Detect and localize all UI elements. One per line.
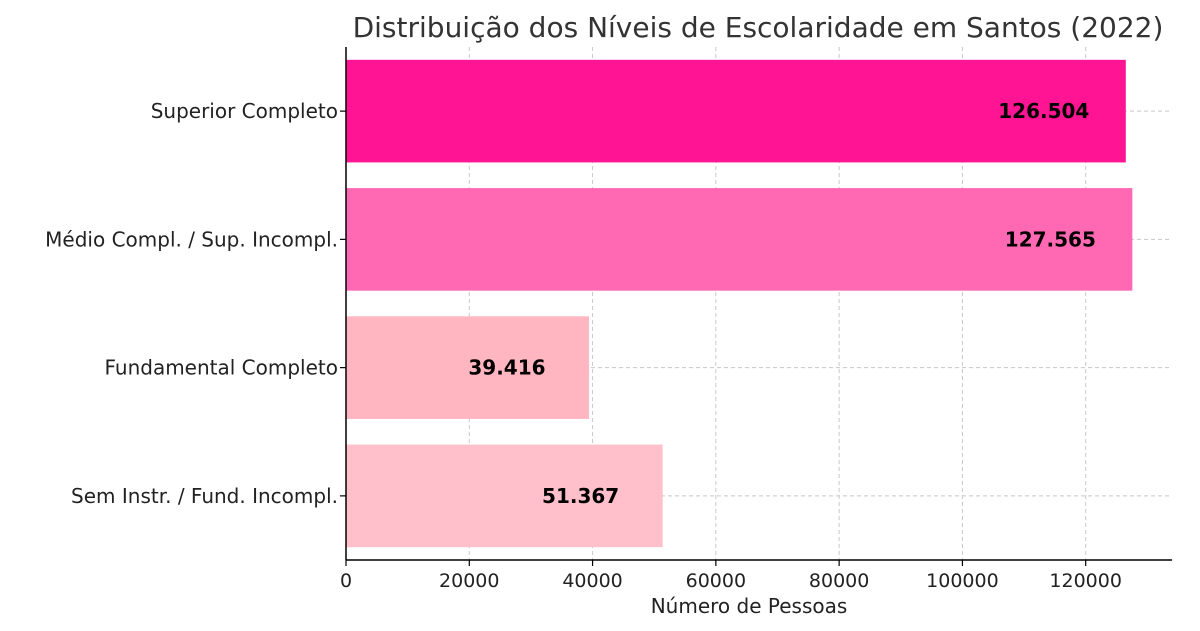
x-tick-label: 20000 xyxy=(439,570,499,592)
x-tick-label: 120000 xyxy=(1049,570,1122,592)
ticks: 0 20000 40000 60000 80000 100000 120000 xyxy=(340,110,1122,592)
x-tick-label: 40000 xyxy=(562,570,622,592)
bar-value-label: 126.504 xyxy=(998,99,1089,123)
x-tick-label: 60000 xyxy=(686,570,746,592)
category-label: Superior Completo xyxy=(151,99,338,123)
x-tick-label: 0 xyxy=(340,570,352,592)
bar xyxy=(346,188,1133,291)
data-labels: 126.504 127.565 39.416 51.367 xyxy=(468,99,1096,508)
chart-title: Distribuição dos Níveis de Escolaridade … xyxy=(353,11,1164,44)
category-label: Fundamental Completo xyxy=(104,356,338,380)
bar-value-label: 51.367 xyxy=(542,484,619,508)
x-axis-label: Número de Pessoas xyxy=(651,594,848,618)
category-label: Médio Compl. / Sup. Incompl. xyxy=(45,227,338,251)
axes xyxy=(345,47,1172,561)
category-label: Sem Instr. / Fund. Incompl. xyxy=(71,484,338,508)
bar xyxy=(346,316,589,419)
bar-value-label: 39.416 xyxy=(468,356,545,380)
bar-value-label: 127.565 xyxy=(1005,227,1096,251)
bar xyxy=(346,444,663,548)
category-labels: Superior Completo Médio Compl. / Sup. Inc… xyxy=(45,99,338,508)
bar xyxy=(346,59,1126,163)
bars xyxy=(346,59,1133,548)
x-tick-label: 100000 xyxy=(926,570,999,592)
x-tick-label: 80000 xyxy=(809,570,869,592)
